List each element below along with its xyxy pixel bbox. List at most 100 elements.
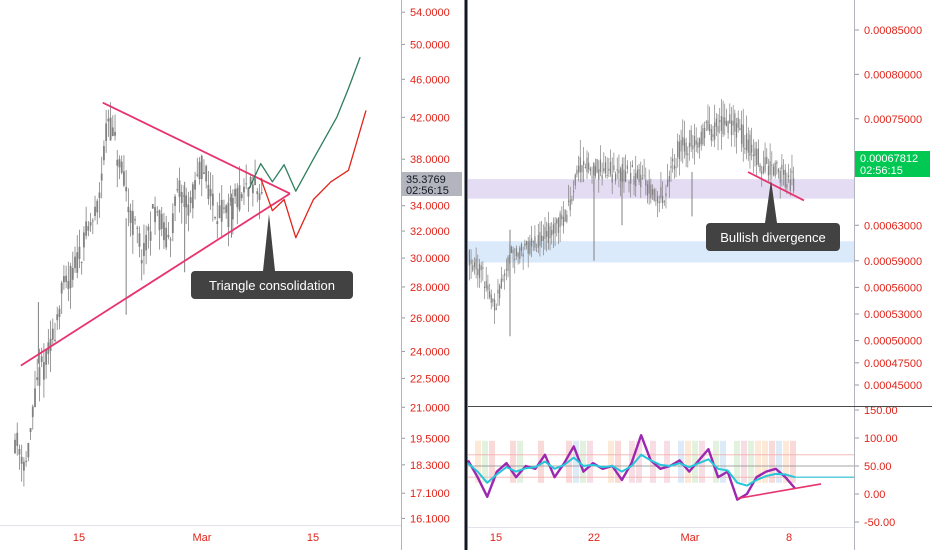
candle-body <box>20 456 23 464</box>
candle-body <box>14 439 16 454</box>
candle-body <box>530 238 533 247</box>
candle-body <box>205 165 208 182</box>
candle-body <box>127 206 130 213</box>
candle-body <box>189 197 192 204</box>
candle-body <box>781 164 783 170</box>
candle-body <box>705 121 707 123</box>
candle-body <box>27 443 30 458</box>
candle-body <box>51 328 54 340</box>
left-y-tick-label: 18.3000 <box>410 460 450 472</box>
candle-body <box>495 308 497 310</box>
triangle-trendline <box>102 101 291 195</box>
candle-body <box>534 236 536 248</box>
candle-body <box>574 174 576 186</box>
left-chart-pane[interactable]: 54.0000 50.0000 46.0000 42.0000 38.0000 34.00… <box>14 7 462 544</box>
candle-body <box>143 243 145 257</box>
candle-body <box>203 172 205 174</box>
candle-body <box>784 169 786 188</box>
candle-body <box>611 174 613 183</box>
left-price-tag <box>401 172 462 196</box>
candle-body <box>214 216 216 219</box>
candle-body <box>176 189 179 191</box>
candle-body <box>69 265 72 289</box>
oscillator-heat-strip <box>713 440 719 483</box>
osc-y-tick-label: 50.00 <box>864 461 892 473</box>
candle-body <box>78 246 81 259</box>
candle-body <box>209 189 212 197</box>
candle-body <box>185 195 188 208</box>
osc-y-tick-label: -50.00 <box>864 517 895 529</box>
candle-body <box>685 142 687 156</box>
candle-body <box>36 377 39 380</box>
candle-body <box>502 279 504 281</box>
candle-body <box>591 176 593 178</box>
candle-body <box>211 193 214 206</box>
candle-body <box>107 118 110 122</box>
right-y-tick-label: 0.00059000 <box>864 256 922 268</box>
candle-body <box>160 213 163 229</box>
candle-body <box>599 159 602 172</box>
candle-body <box>245 183 248 185</box>
candle-body <box>651 189 654 195</box>
oscillator-heat-strip <box>636 440 642 483</box>
candle-body <box>65 275 68 282</box>
candle-body <box>650 184 652 199</box>
left-y-tick-label: 34.0000 <box>410 201 450 213</box>
candle-body <box>698 138 701 147</box>
candle-body <box>715 118 717 127</box>
candle-body <box>514 258 516 260</box>
oscillator-heat-strip <box>573 440 579 483</box>
candle-body <box>120 161 123 173</box>
candle-body <box>505 269 507 271</box>
candle-body <box>557 218 560 233</box>
right-x-tick-label: 22 <box>588 532 600 544</box>
candle-body <box>227 202 230 228</box>
candle-body <box>169 239 172 241</box>
candle-body <box>559 213 561 228</box>
candle-body <box>525 241 528 246</box>
right-x-tick-label: 15 <box>490 532 502 544</box>
candle-body <box>22 461 25 471</box>
candle-body <box>191 184 194 209</box>
candle-body <box>58 308 61 317</box>
right-y-tick-label: 0.00050000 <box>864 336 922 348</box>
candle-body <box>510 246 512 254</box>
candle-body <box>145 234 148 251</box>
candle-body <box>243 186 245 193</box>
candle-body <box>596 159 598 173</box>
candle-body <box>672 158 674 162</box>
candle-body <box>42 362 45 380</box>
candle-body <box>251 184 254 194</box>
osc-y-tick-label: 150.00 <box>864 405 898 417</box>
candle-body <box>522 253 524 257</box>
candle-body <box>220 199 223 222</box>
candle-body <box>710 129 712 141</box>
candle-body <box>178 180 181 197</box>
right-y-tick-label: 0.00085000 <box>864 25 922 37</box>
candle-body <box>693 135 696 147</box>
oscillator-heat-strip <box>762 440 768 483</box>
candle-body <box>697 142 699 148</box>
candle-body <box>724 117 726 125</box>
left-last-price: 35.3769 <box>406 174 446 186</box>
candle-body <box>752 154 754 157</box>
candle-body <box>722 116 724 135</box>
candle-body <box>234 189 236 197</box>
candle-body <box>552 224 554 234</box>
candle-body <box>240 194 243 199</box>
oscillator-signal-line <box>467 453 796 487</box>
candle-body <box>638 169 640 182</box>
candle-body <box>789 179 791 191</box>
oscillator-heat-strip <box>489 440 495 483</box>
candle-body <box>769 161 771 175</box>
oscillator-pane[interactable]: 150.00 100.00 50.00 0.00 -50.00 <box>466 405 898 529</box>
candle-body <box>231 197 234 220</box>
candle-body <box>579 157 581 173</box>
candle-body <box>683 138 686 152</box>
candle-body <box>80 262 83 264</box>
candle-body <box>156 211 159 213</box>
candle-body <box>791 170 793 173</box>
right-chart-pane[interactable]: 0.000850000.000800000.000750000.00071000… <box>468 25 930 544</box>
candle-body <box>680 140 682 152</box>
candle-body <box>687 153 689 155</box>
